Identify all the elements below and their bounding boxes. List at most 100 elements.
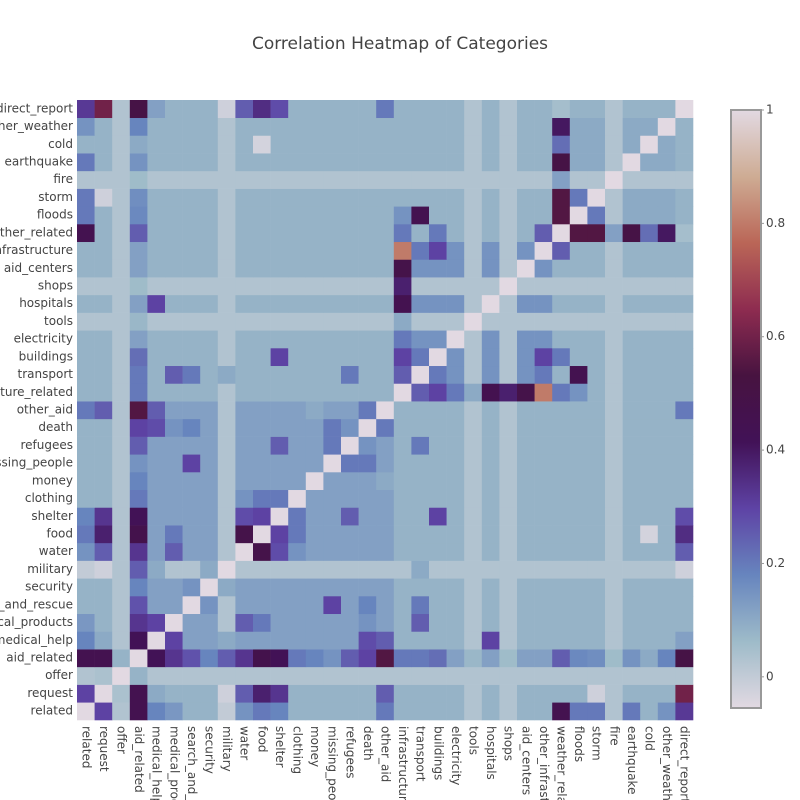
- heatmap-cell: [217, 631, 236, 650]
- heatmap-cell: [305, 277, 324, 296]
- heatmap-cell: [305, 170, 324, 189]
- heatmap-cell: [200, 259, 219, 278]
- heatmap-cell: [305, 436, 324, 455]
- heatmap-cell: [341, 170, 359, 189]
- heatmap-cell: [235, 135, 254, 154]
- heatmap-cell: [165, 649, 183, 668]
- heatmap-cell: [411, 418, 430, 437]
- heatmap-cell: [77, 206, 95, 225]
- heatmap-cell: [112, 666, 131, 685]
- heatmap-cell: [640, 578, 659, 597]
- heatmap-cell: [481, 454, 500, 473]
- heatmap-cell: [77, 294, 95, 313]
- heatmap-cell: [305, 684, 324, 703]
- heatmap-cell: [534, 383, 553, 402]
- heatmap-cell: [112, 170, 131, 189]
- heatmap-cell: [200, 525, 219, 544]
- heatmap-cell: [182, 100, 201, 119]
- heatmap-cell: [411, 170, 430, 189]
- heatmap-cell: [217, 170, 236, 189]
- heatmap-cell: [235, 365, 254, 384]
- heatmap-cell: [147, 330, 166, 349]
- heatmap-cell: [481, 542, 500, 561]
- heatmap-cell: [147, 188, 166, 207]
- heatmap-cell: [358, 507, 377, 526]
- heatmap-cell: [675, 418, 694, 437]
- heatmap-cell: [411, 507, 430, 526]
- heatmap-cell: [305, 383, 324, 402]
- heatmap-cell: [341, 153, 359, 172]
- x-tick-label: missing_people: [326, 726, 340, 800]
- heatmap-cell: [112, 578, 131, 597]
- heatmap-cell: [358, 560, 377, 579]
- heatmap-cell: [569, 383, 588, 402]
- heatmap-cell: [411, 100, 430, 119]
- heatmap-cell: [464, 666, 483, 685]
- heatmap-cell: [481, 330, 500, 349]
- heatmap-cell: [253, 631, 271, 650]
- heatmap-cell: [393, 525, 412, 544]
- heatmap-cell: [446, 578, 465, 597]
- heatmap-cell: [587, 507, 606, 526]
- y-tick-label: earthquake: [5, 155, 73, 169]
- y-tick-label: offer: [45, 668, 73, 682]
- heatmap-cell: [499, 241, 518, 260]
- heatmap-cell: [464, 401, 483, 420]
- x-tick-label: transport: [414, 726, 428, 782]
- heatmap-cell: [323, 596, 342, 615]
- heatmap-cell: [587, 702, 606, 721]
- heatmap-cell: [270, 383, 289, 402]
- heatmap-cell: [341, 507, 359, 526]
- heatmap-cell: [270, 578, 289, 597]
- heatmap-cell: [129, 312, 148, 331]
- heatmap-cell: [358, 596, 377, 615]
- heatmap-cell: [129, 472, 148, 491]
- heatmap-cell: [657, 507, 676, 526]
- heatmap-cell: [429, 277, 447, 296]
- heatmap-cell: [305, 259, 324, 278]
- heatmap-cell: [464, 418, 483, 437]
- heatmap-cell: [605, 489, 623, 508]
- heatmap-cell: [411, 649, 430, 668]
- heatmap-cell: [217, 542, 236, 561]
- heatmap-cell: [481, 684, 500, 703]
- heatmap-cell: [165, 348, 183, 367]
- heatmap-cell: [605, 348, 623, 367]
- heatmap-cell: [235, 578, 254, 597]
- heatmap-cell: [657, 206, 676, 225]
- heatmap-cell: [446, 188, 465, 207]
- heatmap-cell: [411, 241, 430, 260]
- heatmap-cell: [464, 578, 483, 597]
- heatmap-cell: [147, 170, 166, 189]
- heatmap-cell: [129, 153, 148, 172]
- heatmap-cell: [552, 170, 571, 189]
- heatmap-cell: [165, 224, 183, 243]
- heatmap-cell: [446, 454, 465, 473]
- heatmap-cell: [429, 418, 447, 437]
- heatmap-cell: [94, 117, 113, 136]
- heatmap-cell: [341, 224, 359, 243]
- heatmap-cell: [587, 277, 606, 296]
- heatmap-cell: [411, 135, 430, 154]
- heatmap-cell: [376, 489, 395, 508]
- x-tick-label: floods: [572, 726, 586, 762]
- heatmap-cell: [376, 206, 395, 225]
- heatmap-cell: [323, 418, 342, 437]
- heatmap-cell: [147, 560, 166, 579]
- colorbar-tick-label: 0: [766, 669, 774, 683]
- heatmap-cell: [464, 153, 483, 172]
- heatmap-cell: [358, 117, 377, 136]
- heatmap-cell: [675, 135, 694, 154]
- y-tick-label: transport: [18, 367, 74, 381]
- heatmap-cell: [112, 525, 131, 544]
- heatmap-cell: [77, 330, 95, 349]
- heatmap-cell: [446, 365, 465, 384]
- heatmap-cell: [376, 507, 395, 526]
- heatmap-cell: [376, 702, 395, 721]
- heatmap-cell: [446, 224, 465, 243]
- heatmap-cell: [270, 525, 289, 544]
- heatmap-cell: [270, 596, 289, 615]
- heatmap-cell: [182, 224, 201, 243]
- heatmap-cell: [640, 170, 659, 189]
- heatmap-cell: [499, 330, 518, 349]
